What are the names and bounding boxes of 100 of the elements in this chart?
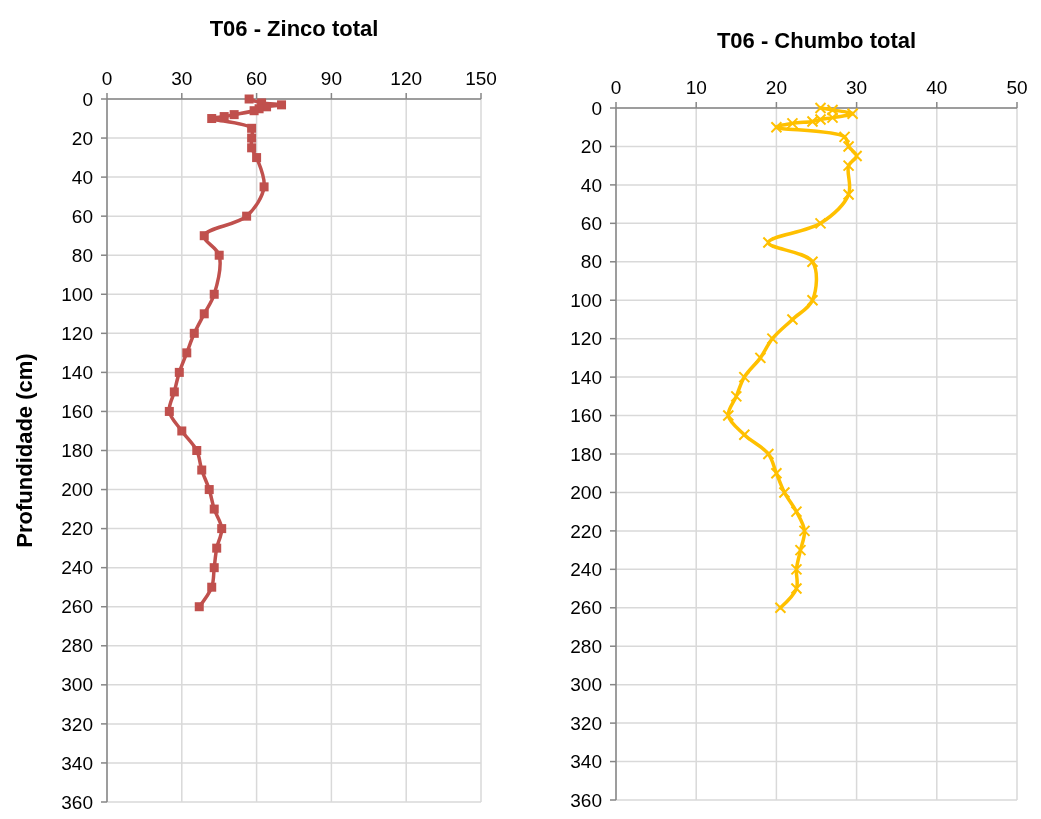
y-tick-label: 360	[570, 789, 602, 811]
y-tick-label: 280	[61, 635, 93, 657]
point	[762, 448, 775, 460]
point	[838, 130, 851, 143]
y-tick-label: 0	[591, 97, 602, 119]
point	[842, 159, 855, 172]
y-tick-label: 160	[570, 405, 602, 427]
point	[842, 140, 855, 153]
point	[164, 406, 174, 416]
x-tick-label: 30	[171, 68, 193, 89]
point	[738, 428, 751, 441]
point	[247, 133, 257, 143]
y-tick-label: 340	[570, 751, 602, 773]
y-tick-label: 60	[71, 205, 93, 227]
point	[194, 602, 204, 612]
y-tick-label: 260	[570, 597, 602, 619]
point	[209, 504, 219, 514]
x-tick-label: 60	[246, 68, 268, 89]
x-tick-label: 0	[610, 77, 622, 98]
y-tick-label: 60	[580, 212, 602, 234]
x-tick-label: 30	[846, 77, 868, 98]
point	[209, 289, 219, 299]
x-tick-label: 40	[926, 77, 948, 98]
point	[169, 387, 179, 397]
point	[204, 485, 214, 495]
point	[790, 563, 803, 576]
point	[770, 467, 783, 480]
point	[249, 106, 259, 116]
y-tick-label: 320	[61, 713, 93, 735]
point	[259, 182, 269, 192]
point	[798, 524, 811, 537]
point	[774, 601, 787, 614]
point	[790, 505, 803, 518]
point	[207, 114, 217, 124]
point	[850, 150, 863, 163]
y-tick-label: 180	[570, 443, 602, 465]
point	[766, 332, 779, 345]
point	[229, 110, 239, 120]
point	[247, 143, 257, 153]
y-tick-label: 240	[61, 557, 93, 579]
y-tick-label: 40	[71, 166, 93, 188]
point	[197, 465, 207, 475]
point	[722, 409, 735, 422]
point	[177, 426, 187, 436]
point	[790, 582, 803, 595]
y-tick-label: 280	[570, 635, 602, 657]
point	[244, 94, 254, 104]
point	[794, 544, 807, 557]
point	[770, 121, 783, 134]
y-tick-label: 300	[61, 674, 93, 696]
x-tick-label: 50	[1006, 77, 1028, 98]
x-tick-label: 10	[685, 77, 707, 98]
y-tick-label: 80	[71, 244, 93, 266]
point	[806, 255, 819, 268]
y-tick-label: 20	[71, 127, 93, 149]
x-tick-label: 150	[465, 68, 497, 89]
point	[199, 309, 209, 319]
y-tick-label: 40	[580, 174, 602, 196]
y-tick-label: 80	[580, 251, 602, 273]
point	[209, 563, 219, 573]
y-tick-label: 220	[61, 518, 93, 540]
y-axis-title: Profundidade (cm)	[12, 353, 37, 548]
point	[192, 446, 202, 455]
x-tick-label: 0	[101, 68, 113, 89]
point	[754, 351, 767, 364]
y-tick-label: 20	[580, 136, 602, 158]
point	[189, 328, 199, 338]
point	[738, 371, 751, 384]
x-tick-label: 120	[390, 68, 423, 89]
y-tick-label: 180	[61, 440, 93, 462]
y-tick-label: 240	[570, 558, 602, 580]
y-tick-label: 340	[61, 752, 93, 774]
y-tick-label: 100	[570, 289, 602, 311]
chart-title: T06 - Chumbo total	[716, 28, 917, 53]
point	[252, 153, 262, 163]
point	[277, 100, 287, 110]
y-tick-label: 200	[61, 479, 93, 501]
y-tick-label: 260	[61, 596, 93, 618]
x-tick-label: 20	[765, 77, 787, 98]
point	[806, 294, 819, 307]
point	[786, 313, 799, 326]
y-tick-label: 100	[61, 283, 93, 305]
point	[242, 211, 252, 221]
point	[247, 123, 257, 133]
y-tick-label: 160	[61, 401, 93, 423]
y-tick-label: 360	[61, 791, 93, 813]
point	[214, 250, 224, 260]
point	[217, 524, 227, 534]
point	[842, 188, 855, 201]
point	[814, 217, 827, 230]
x-tick-label: 90	[320, 68, 342, 89]
y-tick-label: 220	[570, 520, 602, 542]
point	[778, 486, 791, 499]
y-tick-label: 300	[570, 674, 602, 696]
point	[207, 582, 217, 592]
point	[212, 543, 222, 553]
point	[182, 348, 192, 358]
point	[174, 367, 184, 377]
y-tick-label: 120	[61, 322, 93, 344]
y-tick-label: 120	[570, 328, 602, 350]
